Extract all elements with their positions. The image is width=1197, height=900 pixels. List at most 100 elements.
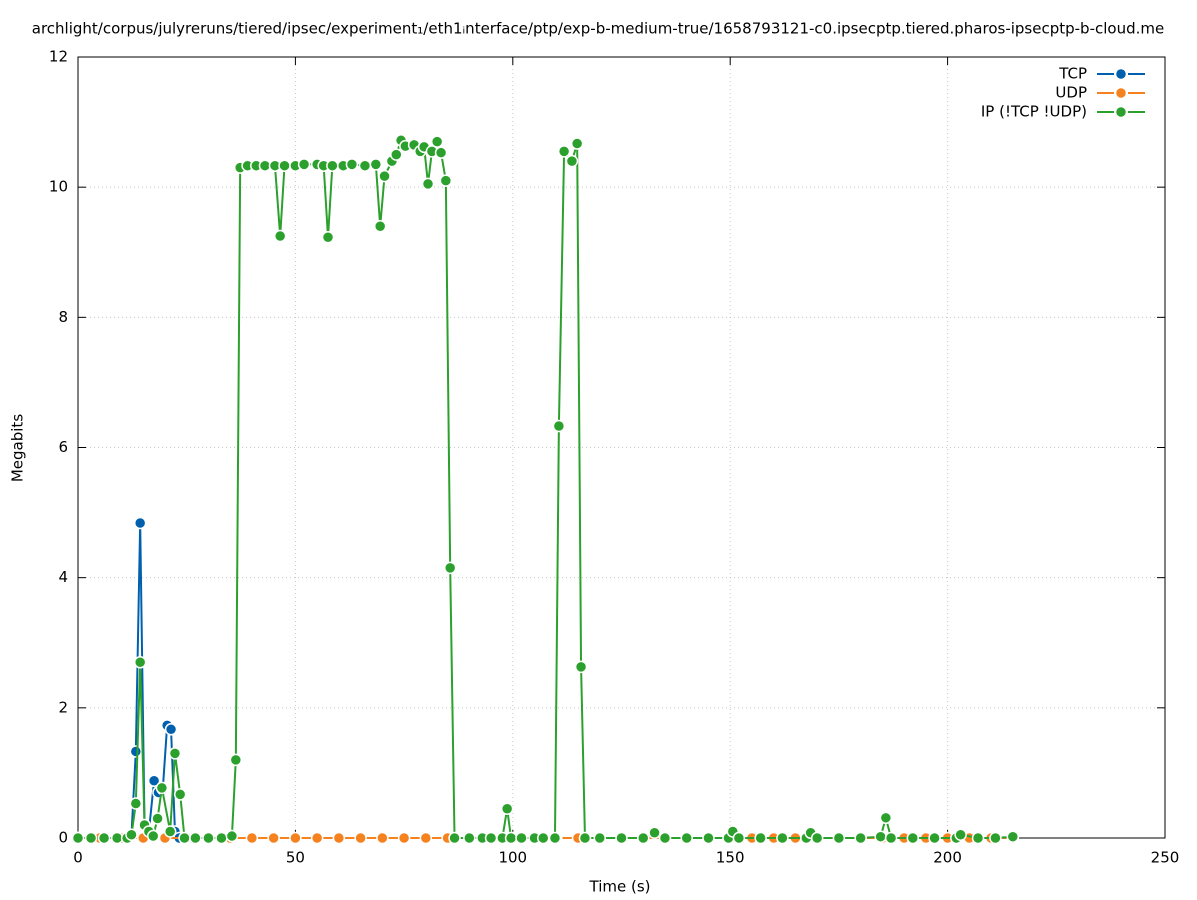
legend-label: UDP — [1055, 84, 1087, 102]
data-point — [133, 516, 147, 530]
y-tick-label: 4 — [58, 568, 68, 586]
data-point — [163, 825, 177, 838]
data-point — [358, 159, 372, 172]
x-tick-label: 150 — [716, 849, 745, 867]
data-point — [636, 831, 650, 845]
data-point — [430, 135, 444, 148]
y-tick-label: 12 — [49, 48, 68, 66]
y-tick-label: 6 — [58, 438, 68, 456]
data-point — [278, 159, 291, 172]
data-point — [189, 831, 202, 845]
data-point — [928, 831, 941, 845]
data-point — [658, 831, 672, 845]
y-tick-label: 0 — [58, 829, 68, 847]
data-point — [297, 158, 311, 171]
x-tick-label: 200 — [933, 849, 962, 867]
data-point — [810, 831, 824, 845]
data-point — [776, 831, 789, 845]
legend-marker — [1114, 67, 1128, 81]
data-point — [565, 154, 579, 168]
data-point — [373, 219, 387, 233]
x-tick-label: 0 — [73, 849, 83, 867]
data-point — [178, 831, 191, 845]
data-point — [376, 831, 389, 845]
data-point — [500, 802, 514, 815]
data-point — [173, 788, 187, 801]
data-point — [397, 831, 411, 845]
data-point — [434, 146, 448, 159]
data-point — [419, 831, 433, 845]
data-point — [548, 831, 562, 845]
data-point — [155, 781, 169, 795]
data-point — [71, 831, 85, 845]
data-point — [448, 831, 461, 845]
data-point — [439, 174, 453, 187]
data-point — [321, 231, 335, 244]
data-point — [133, 656, 147, 669]
data-point — [648, 826, 661, 840]
data-point — [443, 561, 457, 575]
data-point — [552, 419, 566, 433]
data-point — [874, 830, 887, 843]
data-point — [702, 831, 715, 845]
data-point — [332, 831, 346, 845]
x-tick-label: 100 — [498, 849, 527, 867]
data-point — [615, 831, 628, 845]
y-tick-label: 10 — [49, 178, 68, 196]
y-tick-label: 2 — [58, 698, 68, 716]
data-point — [832, 831, 846, 845]
data-point — [854, 831, 867, 845]
data-point — [97, 831, 111, 845]
data-point — [578, 831, 592, 845]
data-point — [164, 723, 178, 736]
legend-marker — [1114, 86, 1128, 100]
data-point — [245, 831, 259, 845]
data-point — [289, 831, 302, 845]
data-point — [215, 831, 228, 845]
data-point — [557, 145, 571, 158]
data-point — [484, 831, 498, 845]
series-line — [78, 138, 1013, 839]
data-point — [732, 831, 746, 845]
data-point — [504, 831, 518, 845]
data-point — [310, 831, 324, 845]
data-point — [884, 831, 898, 845]
data-point — [326, 159, 339, 172]
data-point — [954, 828, 967, 841]
data-point — [879, 811, 893, 825]
data-point — [146, 829, 160, 843]
data-point — [345, 158, 359, 171]
data-point — [593, 831, 607, 845]
data-point — [463, 831, 476, 845]
x-tick-label: 50 — [286, 849, 305, 867]
legend-marker — [1114, 105, 1128, 119]
data-point — [971, 831, 985, 845]
data-point — [273, 229, 287, 243]
data-point — [421, 177, 435, 191]
legend-label: IP (!TCP !UDP) — [981, 103, 1087, 121]
data-point — [229, 753, 243, 767]
data-point — [202, 831, 215, 845]
legend-label: TCP — [1058, 65, 1087, 83]
data-point — [129, 797, 143, 810]
data-point — [147, 774, 161, 787]
data-point — [989, 831, 1002, 845]
data-point — [390, 148, 403, 161]
data-point — [125, 828, 138, 841]
data-point — [84, 831, 98, 845]
data-point — [680, 831, 693, 845]
y-axis-label: Megabits — [9, 414, 27, 482]
data-point — [536, 831, 550, 845]
data-point — [225, 829, 239, 843]
x-axis-label: Time (s) — [589, 878, 651, 896]
data-point — [754, 831, 767, 845]
data-point — [129, 745, 143, 758]
data-point — [354, 831, 367, 845]
chart-title: archlight/corpus/julyreruns/tiered/ipsec… — [32, 20, 1164, 38]
data-point — [574, 660, 588, 674]
data-point — [267, 831, 280, 845]
data-point — [168, 747, 182, 760]
data-point — [515, 831, 528, 845]
